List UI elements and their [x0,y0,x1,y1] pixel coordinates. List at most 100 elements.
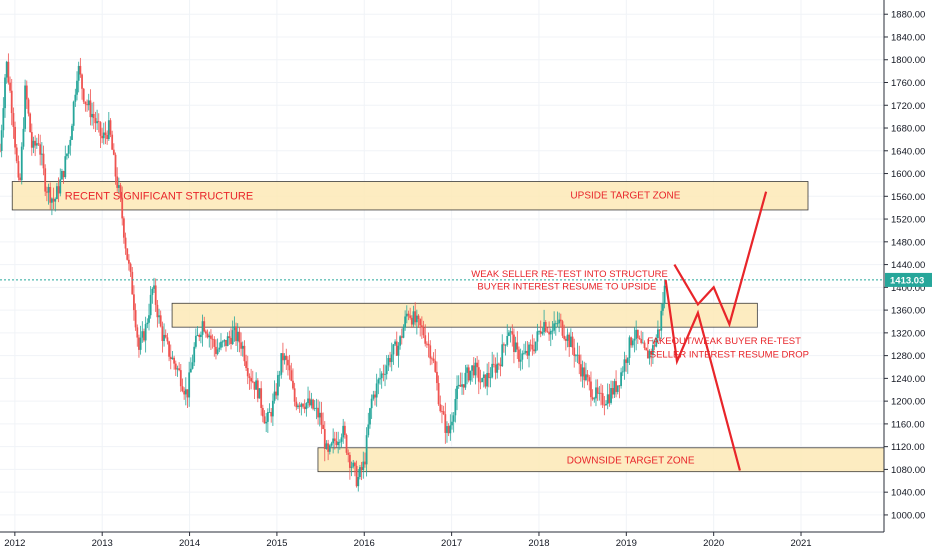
candle-body [261,407,264,417]
candle-body [102,132,105,139]
candle-body [96,121,98,124]
candle-body [330,443,333,446]
candle-body [434,360,437,372]
candle-body [640,338,643,343]
candle-body [410,317,413,325]
candle-body [313,408,316,410]
candle-body [620,372,622,386]
candle-body [159,315,162,327]
current-price-label: 1413.03 [890,275,924,286]
candle-body [441,411,443,412]
candle-body [574,355,577,357]
candle-body [583,367,586,381]
candle-body [5,61,8,78]
candle-body [69,139,72,146]
candle-body [479,381,482,383]
candle-body [384,374,386,376]
x-tick-label: 2014 [179,538,200,549]
candle-body [104,132,107,136]
candle-body [466,367,468,373]
candle-body [106,135,109,140]
candle-body [559,319,562,322]
candle-body [285,355,288,360]
candle-body [564,338,567,341]
zone-label-structure: RECENT SIGNIFICANT STRUCTURE [65,191,253,203]
candle-body [651,345,654,355]
candle-body [34,140,37,146]
candle-body [218,347,221,350]
y-tick-label: 1720.00 [891,101,925,112]
candle-body [342,425,345,438]
candle-body [24,85,27,129]
candle-body [348,454,351,468]
candle-body [76,80,78,95]
candle-body [138,337,140,350]
candle-body [658,329,661,331]
candle-body [4,77,6,109]
candle-body [595,387,597,399]
candle-body [593,398,596,400]
candle-body [412,311,415,325]
candle-body [30,132,33,148]
candle-body [87,100,90,106]
candle-body [101,135,104,139]
candle-body [392,344,395,355]
upside-projection [673,191,768,328]
y-tick-label: 1200.00 [891,397,925,408]
candle-body [315,407,318,409]
candle-body [347,452,350,455]
candle-body [255,380,258,390]
candle-body [302,403,304,407]
candle-body [91,113,93,118]
x-tick-label: 2013 [92,538,113,549]
current-price-tag [885,272,932,287]
candle-body [601,393,604,405]
candle-body [241,345,244,349]
projection-lines [664,191,768,471]
candle-body [163,334,165,342]
candle-body [454,398,457,416]
candle-body [481,378,484,382]
candle-body [548,332,551,335]
candle-body [643,342,646,349]
candle-body [573,347,576,357]
candle-body [623,359,626,372]
candle-body [618,385,621,387]
candle-body [444,414,447,433]
candle-body [543,322,545,333]
candle-body [189,368,192,373]
candle-body [446,426,448,433]
candle-body [645,348,648,351]
candle-body [271,400,274,417]
candle-body [56,186,58,199]
candle-body [318,412,321,418]
candle-body [451,421,453,426]
annotation-text-4: SELLER INTEREST RESUME DROP [650,349,809,360]
candle-body [216,349,219,354]
candle-body [156,304,159,318]
candle-body [425,343,428,345]
candle-body [81,74,83,89]
candle-body [107,120,110,140]
candle-body [387,358,390,366]
candle-body [415,315,418,323]
candle-body [424,335,427,344]
candle-body [340,437,343,442]
candle-body [141,331,144,338]
x-tick-label: 2018 [528,538,549,549]
candle-body [94,118,97,124]
candle-body [194,335,197,347]
candle-body [12,113,15,127]
candle-body [375,383,378,398]
x-tick-label: 2016 [354,538,375,549]
candle-body [343,425,346,436]
candle-body [374,394,376,398]
mid-structure-zone [171,302,758,328]
candle-body [312,399,314,409]
y-tick-label: 1440.00 [891,260,925,271]
candle-body [164,334,167,338]
candle-body [508,332,510,336]
candle-body [47,186,50,193]
candle-body [44,168,47,192]
candle-body [77,65,80,81]
